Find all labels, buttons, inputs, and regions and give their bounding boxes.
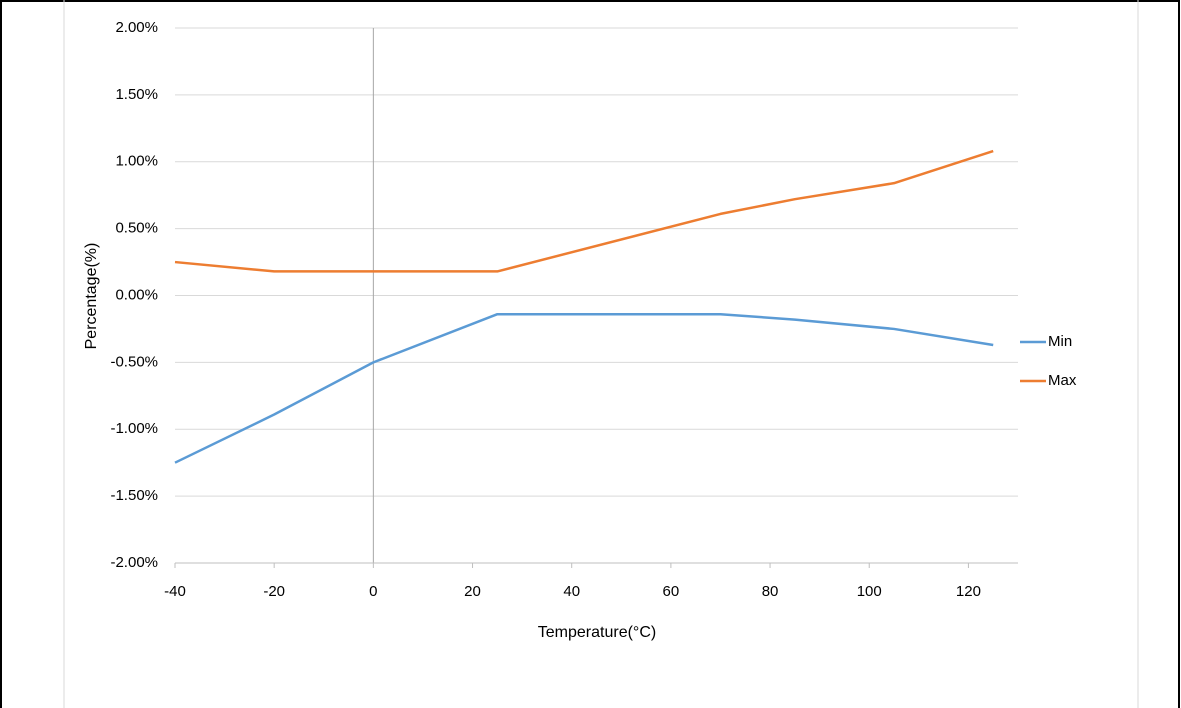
x-tick-label: 120 xyxy=(956,583,981,600)
x-tick-label: 80 xyxy=(762,583,779,600)
y-tick-label: -1.50% xyxy=(110,487,158,504)
x-tick-label: -40 xyxy=(164,583,186,600)
y-tick-label: 0.00% xyxy=(115,286,158,303)
x-tick-label: 20 xyxy=(464,583,481,600)
data-line xyxy=(174,149,994,273)
chart-area xyxy=(63,0,1139,708)
y-tick-label: 2.00% xyxy=(115,19,158,36)
x-tick-label: -20 xyxy=(263,583,285,600)
y-tick-label: -1.00% xyxy=(110,420,158,437)
data-line xyxy=(174,312,994,464)
legend-label: Min xyxy=(1048,333,1072,350)
y-tick-label: 1.50% xyxy=(115,86,158,103)
x-tick-label: 40 xyxy=(563,583,580,600)
y-axis-title: Percentage(%) xyxy=(83,243,100,350)
y-tick-label: 1.00% xyxy=(115,153,158,170)
y-tick-label: 0.50% xyxy=(115,220,158,237)
y-tick-label: -2.00% xyxy=(110,554,158,571)
x-axis-title: Temperature(°C) xyxy=(538,624,656,641)
legend-label: Max xyxy=(1048,372,1077,389)
x-tick-label: 100 xyxy=(857,583,882,600)
x-tick-label: 60 xyxy=(663,583,680,600)
x-tick-label: 0 xyxy=(369,583,377,600)
y-tick-label: -0.50% xyxy=(110,353,158,370)
